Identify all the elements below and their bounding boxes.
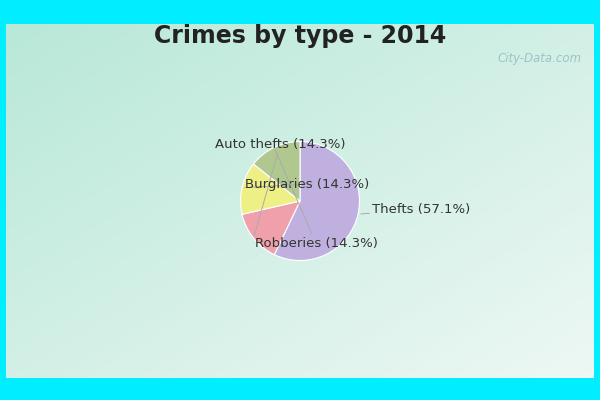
Wedge shape: [274, 142, 359, 260]
Wedge shape: [253, 142, 300, 201]
Text: Crimes by type - 2014: Crimes by type - 2014: [154, 24, 446, 48]
Wedge shape: [241, 164, 300, 214]
Text: Thefts (57.1%): Thefts (57.1%): [361, 203, 470, 216]
Text: Burglaries (14.3%): Burglaries (14.3%): [245, 178, 369, 190]
Text: Auto thefts (14.3%): Auto thefts (14.3%): [215, 138, 346, 236]
Text: Robberies (14.3%): Robberies (14.3%): [254, 150, 377, 250]
Wedge shape: [242, 201, 300, 255]
Text: City-Data.com: City-Data.com: [498, 52, 582, 65]
